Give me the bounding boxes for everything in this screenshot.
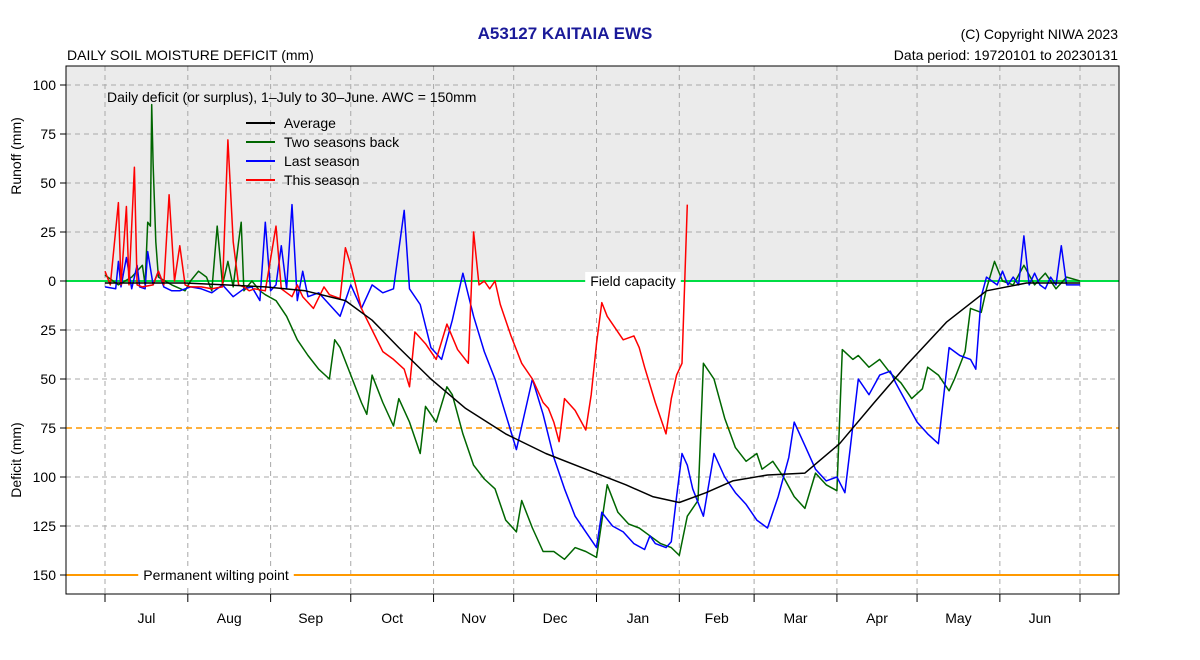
- y-tick-label: 100: [33, 77, 57, 93]
- y-tick-label: 100: [33, 469, 57, 485]
- legend-label: Last season: [284, 153, 360, 169]
- x-tick-label: Jan: [627, 610, 650, 626]
- y-tick-label: 75: [40, 420, 56, 436]
- reference-label-bg: [585, 272, 681, 290]
- y-tick-label: 50: [40, 371, 56, 387]
- x-tick-label: Dec: [543, 610, 568, 626]
- series-line-average: [105, 282, 1080, 504]
- plot-area: Field capacity Permanent wilting point: [65, 65, 1120, 595]
- y-tick-label: 25: [40, 322, 56, 338]
- y-tick-label: 125: [33, 518, 57, 534]
- series-lines: [104, 103, 1081, 561]
- y-tick-label: 50: [40, 175, 56, 191]
- x-tick-label: Jun: [1029, 610, 1052, 626]
- x-tick-label: Jul: [137, 610, 155, 626]
- chart-subtitle: DAILY SOIL MOISTURE DEFICIT (mm): [67, 47, 314, 63]
- reference-lines: Field capacity Permanent wilting point: [66, 272, 1119, 584]
- y-tick-label: 150: [33, 567, 57, 583]
- reference-label-bg: [138, 566, 294, 584]
- reference-line-label: Permanent wilting point: [143, 567, 289, 583]
- x-tick-label: May: [945, 610, 971, 626]
- series-line-two-seasons-back: [104, 103, 1081, 561]
- legend-label: Two seasons back: [284, 134, 400, 150]
- x-tick-label: Aug: [217, 610, 242, 626]
- copyright-text: (C) Copyright NIWA 2023: [961, 26, 1119, 42]
- grid-lines: [66, 66, 1119, 594]
- legend: Average Two seasons back Last season This s…: [246, 115, 400, 188]
- y-tick-label: 75: [40, 126, 56, 142]
- y-axis: 100 75 50 25 0 25 50 75 100 125 150: [33, 77, 66, 583]
- y-tick-label: 25: [40, 224, 56, 240]
- chart-note: Daily deficit (or surplus), 1–July to 30…: [107, 89, 476, 105]
- legend-label: This season: [284, 172, 359, 188]
- legend-label: Average: [284, 115, 336, 131]
- y-tick-label: 0: [48, 273, 56, 289]
- chart-title: A53127 KAITAIA EWS: [478, 24, 653, 43]
- x-tick-label: Oct: [381, 610, 403, 626]
- x-tick-label: Sep: [298, 610, 323, 626]
- x-tick-label: Mar: [783, 610, 807, 626]
- y-axis-label-runoff: Runoff (mm): [8, 117, 24, 195]
- y-axis-label-deficit: Deficit (mm): [8, 422, 24, 497]
- x-tick-label: Feb: [705, 610, 729, 626]
- series-line-this-season: [104, 139, 689, 443]
- data-period-text: Data period: 19720101 to 20230131: [894, 47, 1118, 63]
- reference-line-label: Field capacity: [590, 273, 676, 289]
- x-tick-label: Apr: [866, 610, 888, 626]
- x-tick-label: Nov: [461, 610, 486, 626]
- x-axis: Jul Aug Sep Oct Nov Dec Jan Feb Mar Apr May Jun: [104, 594, 1081, 626]
